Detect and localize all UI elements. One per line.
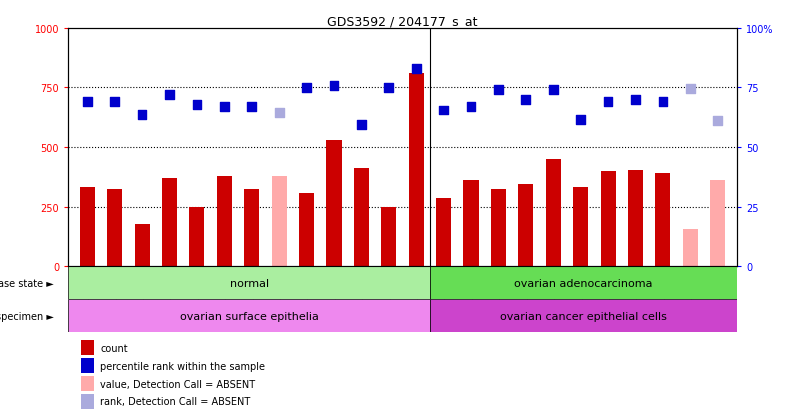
Text: disease state ►: disease state ► (0, 278, 54, 288)
Point (711, 118, 724, 125)
Bar (82, 340, 94, 355)
Bar (82, 358, 94, 373)
Point (602, 99, 614, 106)
Bar (189, 207, 204, 266)
Bar (430, 266, 737, 299)
Point (547, 88, 560, 94)
Bar (682, 230, 698, 266)
Bar (82, 376, 94, 391)
Point (629, 97, 642, 104)
Point (465, 104, 477, 111)
Bar (80, 188, 95, 266)
Point (273, 110, 286, 116)
Text: ovarian surface epithelia: ovarian surface epithelia (179, 311, 319, 321)
Point (519, 97, 532, 104)
Bar (217, 176, 231, 266)
Bar (491, 189, 506, 266)
Point (382, 85, 395, 92)
Bar (68, 299, 430, 332)
Bar (299, 194, 314, 266)
Bar (272, 176, 287, 266)
Point (191, 102, 203, 108)
Point (684, 86, 697, 93)
Text: count: count (100, 343, 128, 353)
Text: value, Detection Call = ABSENT: value, Detection Call = ABSENT (100, 379, 256, 389)
Point (81, 99, 94, 106)
Text: percentile rank within the sample: percentile rank within the sample (100, 361, 265, 371)
Bar (545, 159, 561, 266)
Point (108, 99, 121, 106)
Bar (327, 140, 341, 266)
Bar (430, 299, 737, 332)
Bar (601, 171, 616, 266)
Point (135, 112, 148, 119)
Bar (655, 174, 670, 266)
Point (218, 104, 231, 111)
Bar (162, 178, 177, 266)
Bar (135, 225, 150, 266)
Bar (68, 266, 430, 299)
Bar (628, 170, 643, 266)
Point (300, 85, 313, 92)
Bar (82, 394, 94, 409)
Bar (518, 185, 533, 266)
Bar (244, 189, 260, 266)
Text: ovarian adenocarcinoma: ovarian adenocarcinoma (514, 278, 653, 288)
Bar (710, 181, 725, 266)
Bar (107, 189, 123, 266)
Text: ovarian cancer epithelial cells: ovarian cancer epithelial cells (500, 311, 667, 321)
Point (410, 66, 423, 73)
Text: rank, Detection Call = ABSENT: rank, Detection Call = ABSENT (100, 396, 251, 406)
Bar (464, 181, 478, 266)
Text: normal: normal (230, 278, 269, 288)
Bar (574, 188, 588, 266)
Title: GDS3592 / 204177_s_at: GDS3592 / 204177_s_at (328, 15, 477, 28)
Point (355, 122, 368, 128)
Point (328, 83, 340, 89)
Point (245, 104, 258, 111)
Point (437, 107, 450, 114)
Bar (381, 207, 396, 266)
Point (657, 99, 670, 106)
Bar (436, 199, 451, 266)
Point (574, 117, 587, 123)
Point (492, 88, 505, 94)
Bar (354, 169, 369, 266)
Bar (409, 74, 424, 266)
Point (163, 92, 176, 99)
Text: specimen ►: specimen ► (0, 311, 54, 321)
